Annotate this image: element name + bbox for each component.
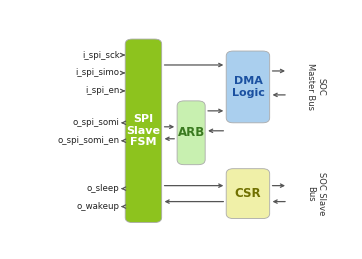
Text: i_spi_sck: i_spi_sck xyxy=(82,51,119,60)
Text: o_spi_somi_en: o_spi_somi_en xyxy=(58,136,119,145)
Text: i_spi_simo: i_spi_simo xyxy=(76,68,119,77)
FancyBboxPatch shape xyxy=(125,39,162,222)
Text: i_spi_en: i_spi_en xyxy=(85,87,119,95)
Text: SOC Slave
Bus: SOC Slave Bus xyxy=(306,172,326,215)
Text: DMA
Logic: DMA Logic xyxy=(232,76,264,98)
Text: o_wakeup: o_wakeup xyxy=(77,202,119,211)
FancyBboxPatch shape xyxy=(226,169,270,219)
Text: SPI
Slave
FSM: SPI Slave FSM xyxy=(126,114,160,147)
Text: ARB: ARB xyxy=(177,126,205,139)
Text: SOC
Master Bus: SOC Master Bus xyxy=(306,63,326,110)
FancyBboxPatch shape xyxy=(177,101,205,165)
FancyBboxPatch shape xyxy=(226,51,270,123)
Text: o_sleep: o_sleep xyxy=(87,184,119,193)
Text: CSR: CSR xyxy=(235,187,261,200)
Text: o_spi_somi: o_spi_somi xyxy=(73,118,119,127)
